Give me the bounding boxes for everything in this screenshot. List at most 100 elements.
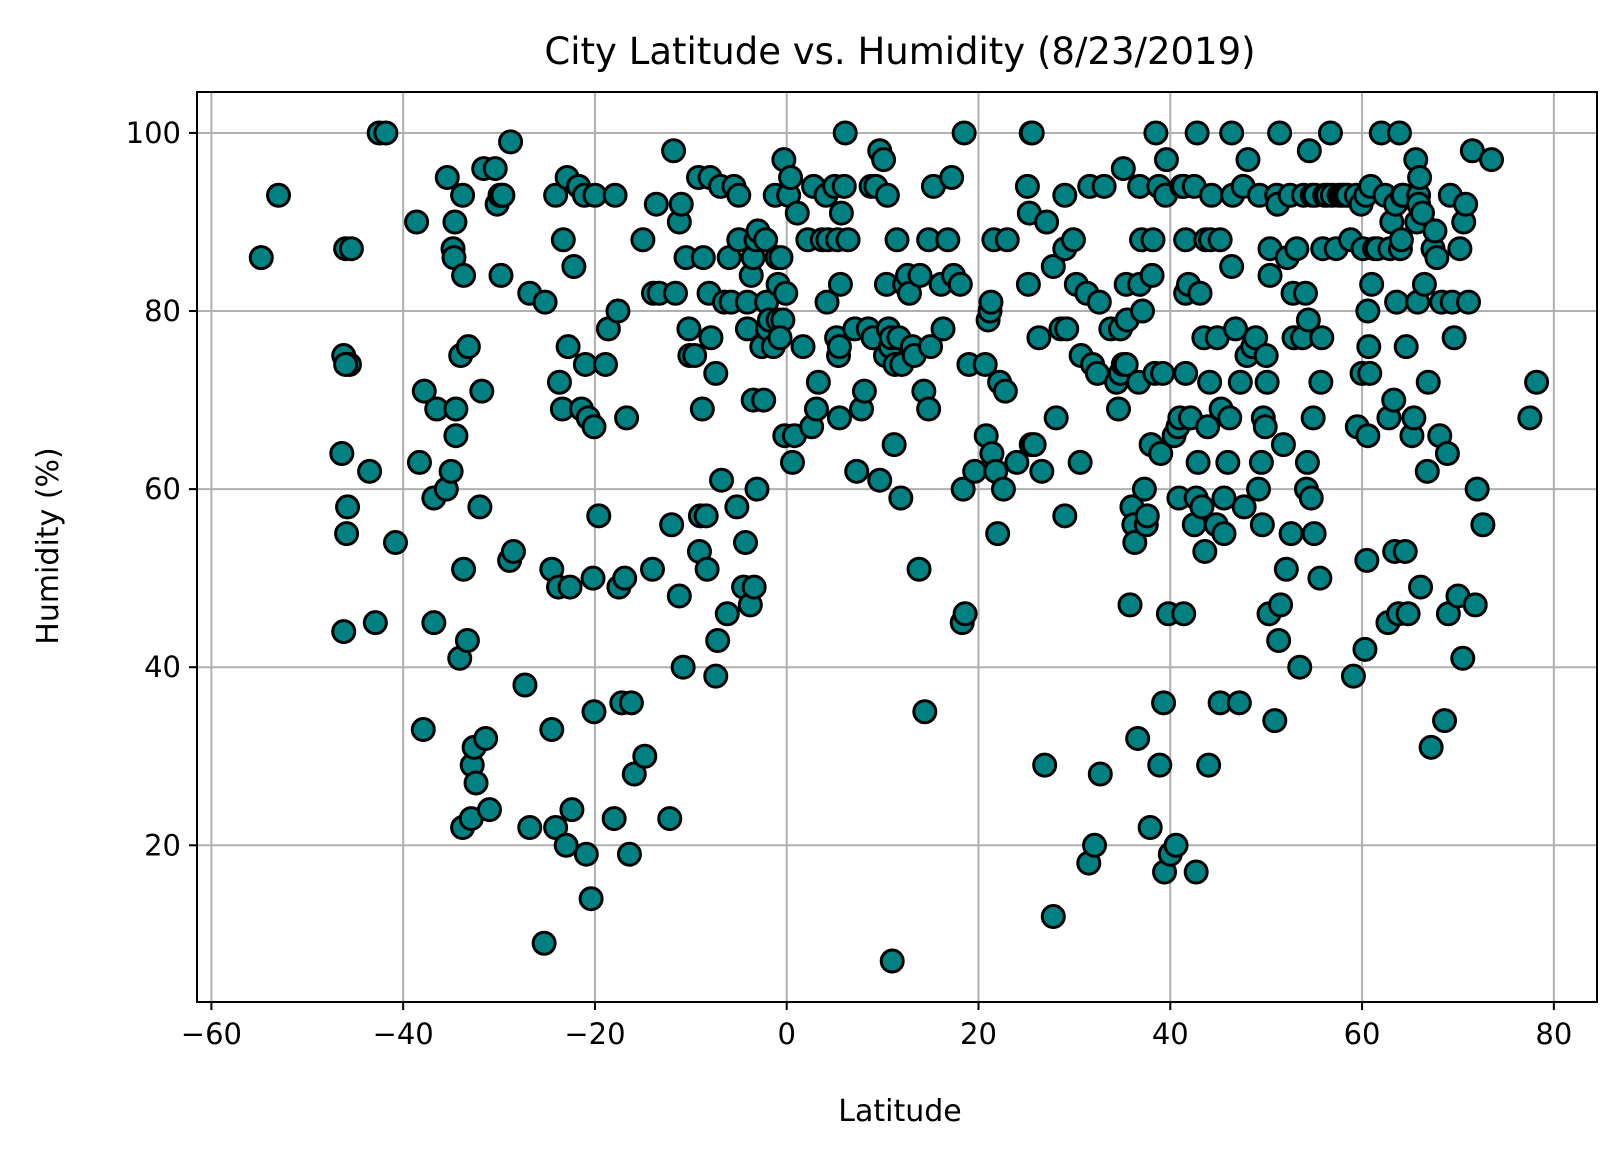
- scatter-point: [630, 227, 656, 253]
- scatter-point: [741, 574, 767, 600]
- scatter-point: [753, 227, 779, 253]
- scatter-point: [879, 948, 905, 974]
- scatter-point: [1032, 752, 1058, 778]
- scatter-point: [1106, 396, 1132, 422]
- y-tick-label: 40: [144, 650, 181, 684]
- scatter-point: [1262, 708, 1288, 734]
- scatter-point: [1150, 360, 1176, 386]
- scatter-point: [935, 227, 961, 253]
- scatter-point: [778, 164, 804, 190]
- scatter-point: [779, 449, 805, 475]
- scatter-point: [694, 556, 720, 582]
- scatter-point: [1355, 298, 1381, 324]
- scatter-point: [357, 458, 383, 484]
- scatter-point: [1014, 173, 1040, 199]
- scatter-point: [939, 164, 965, 190]
- scatter-point: [616, 841, 642, 867]
- scatter-point: [450, 182, 476, 208]
- scatter-point: [790, 334, 816, 360]
- scatter-point: [1268, 592, 1294, 618]
- scatter-point: [805, 369, 831, 395]
- scatter-point: [670, 654, 696, 680]
- scatter-point: [851, 378, 877, 404]
- scatter-point: [1352, 636, 1378, 662]
- scatter-point: [1034, 209, 1060, 235]
- x-axis-ticks: −60 −40 −20 0 20 40 60 80: [181, 1002, 1572, 1051]
- scatter-point: [1219, 254, 1245, 280]
- scatter-point: [952, 601, 978, 627]
- scatter-point: [553, 832, 579, 858]
- scatter-point: [1067, 449, 1093, 475]
- scatter-point: [744, 476, 770, 502]
- scatter-point: [1359, 271, 1385, 297]
- scatter-point: [1026, 325, 1052, 351]
- data-points: [248, 120, 1550, 974]
- scatter-point: [1129, 298, 1155, 324]
- scatter-point: [614, 405, 640, 431]
- scatter-point: [1524, 369, 1550, 395]
- scatter-point: [693, 503, 719, 529]
- scatter-point: [705, 627, 731, 653]
- scatter-point: [1117, 592, 1143, 618]
- y-tick-label: 60: [144, 472, 181, 506]
- scatter-point: [1266, 627, 1292, 653]
- scatter-point: [1308, 369, 1334, 395]
- scatter-point: [329, 441, 355, 467]
- scatter-point: [1517, 405, 1543, 431]
- scatter-point: [335, 494, 361, 520]
- scatter-point: [1298, 485, 1324, 511]
- scatter-point: [1173, 360, 1199, 386]
- scatter-point: [334, 521, 360, 547]
- scatter-point: [950, 476, 976, 502]
- scatter-point: [916, 396, 942, 422]
- scatter-point: [434, 164, 460, 190]
- scatter-point: [826, 334, 852, 360]
- scatter-point: [874, 182, 900, 208]
- scatter-point: [1392, 538, 1418, 564]
- scatter-point: [539, 717, 565, 743]
- scatter-point: [1254, 369, 1280, 395]
- scatter-point: [531, 930, 557, 956]
- scatter-point: [1187, 280, 1213, 306]
- scatter-point: [248, 245, 274, 271]
- scatter-point: [1199, 182, 1225, 208]
- y-axis-ticks: 20 40 60 80 100: [126, 116, 197, 862]
- scatter-point: [632, 743, 658, 769]
- scatter-point: [1137, 814, 1163, 840]
- scatter-point: [373, 120, 399, 146]
- scatter-point: [1479, 147, 1505, 173]
- scatter-point: [581, 699, 607, 725]
- scatter-point: [1415, 369, 1441, 395]
- scatter-point: [659, 512, 685, 538]
- scatter-point: [1470, 512, 1496, 538]
- scatter-point: [1148, 441, 1174, 467]
- scatter-point: [618, 690, 644, 716]
- scatter-point: [1082, 832, 1108, 858]
- scatter-point: [1354, 547, 1380, 573]
- scatter-point: [512, 672, 538, 698]
- scatter-point: [1357, 360, 1383, 386]
- scatter-point: [1219, 120, 1245, 146]
- scatter-point: [1235, 147, 1261, 173]
- scatter-point: [473, 725, 499, 751]
- scatter-point: [1441, 325, 1467, 351]
- scatter-point: [421, 610, 447, 636]
- scatter-point: [1211, 521, 1237, 547]
- scatter-point: [724, 494, 750, 520]
- scatter-point: [992, 378, 1018, 404]
- scatter-point: [1424, 245, 1450, 271]
- scatter-point: [666, 583, 692, 609]
- scatter-point: [455, 334, 481, 360]
- scatter-point: [1447, 236, 1473, 262]
- x-tick-label: 20: [960, 1017, 997, 1051]
- scatter-point: [1301, 521, 1327, 547]
- scatter-point: [639, 556, 665, 582]
- scatter-point: [601, 806, 627, 832]
- scatter-point: [1300, 405, 1326, 431]
- scatter-point: [1296, 138, 1322, 164]
- scatter-point: [532, 289, 558, 315]
- scatter-point: [657, 806, 683, 832]
- scatter-point: [1267, 120, 1293, 146]
- scatter-point: [767, 325, 793, 351]
- scatter-point: [1249, 512, 1275, 538]
